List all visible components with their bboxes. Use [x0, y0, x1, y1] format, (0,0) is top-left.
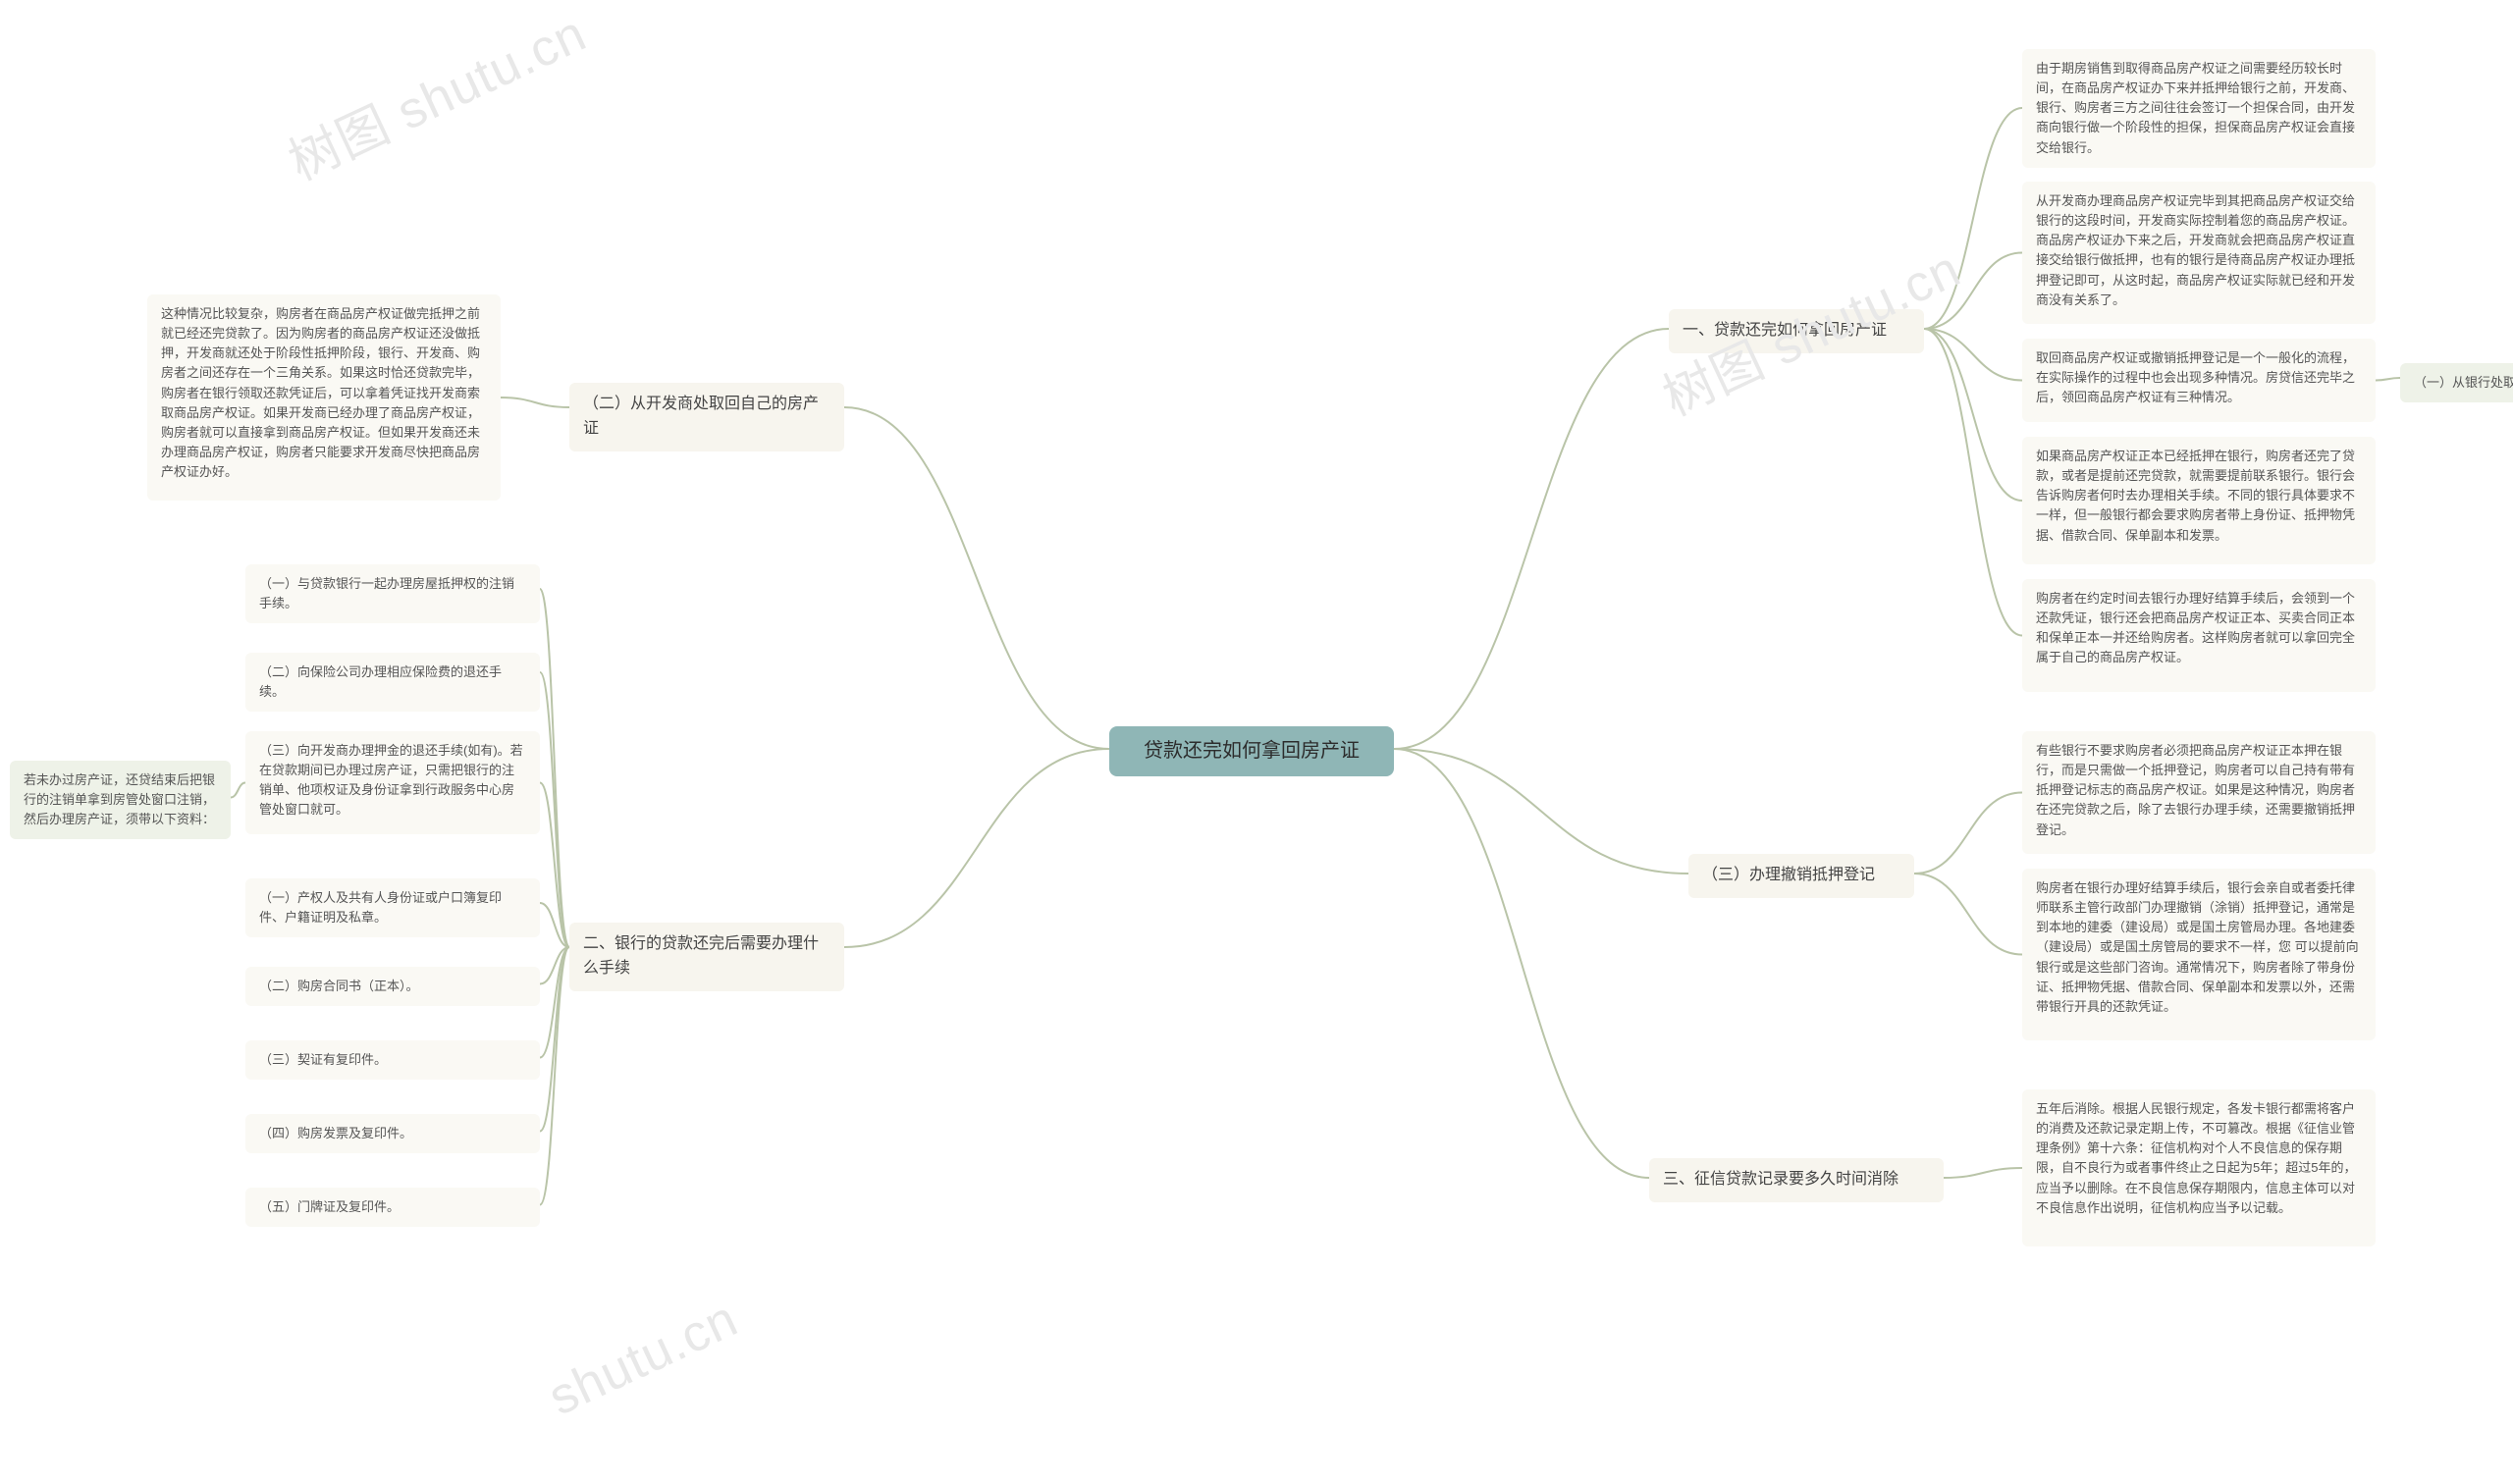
tag-node: 若未办过房产证，还贷结束后把银行的注销单拿到房管处窗口注销，然后办理房产证，须带… — [10, 761, 231, 839]
leaf-node: 购房者在约定时间去银行办理好结算手续后，会领到一个还款凭证，银行还会把商品房产权… — [2022, 579, 2376, 692]
watermark: shutu.cn — [540, 1290, 747, 1428]
branch-node: 一、贷款还完如何拿回房产证 — [1669, 309, 1924, 353]
branch-node: 二、银行的贷款还完后需要办理什么手续 — [569, 923, 844, 991]
branch-node: （三）办理撤销抵押登记 — [1688, 854, 1914, 898]
branch-node: （二）从开发商处取回自己的房产证 — [569, 383, 844, 451]
leaf-node: （五）门牌证及复印件。 — [245, 1188, 540, 1227]
leaf-node: 这种情况比较复杂，购房者在商品房产权证做完抵押之前就已经还完贷款了。因为购房者的… — [147, 294, 501, 501]
leaf-node: （一）与贷款银行一起办理房屋抵押权的注销手续。 — [245, 564, 540, 623]
watermark: 树图 shutu.cn — [275, 0, 596, 194]
leaf-node: （一）产权人及共有人身份证或户口簿复印件、户籍证明及私章。 — [245, 878, 540, 937]
leaf-node: 如果商品房产权证正本已经抵押在银行，购房者还完了贷款，或者是提前还完贷款，就需要… — [2022, 437, 2376, 564]
tag-node: （一）从银行处取回自己的房产证 — [2400, 363, 2513, 402]
leaf-node: 五年后消除。根据人民银行规定，各发卡银行都需将客户的消费及还款记录定期上传，不可… — [2022, 1089, 2376, 1246]
branch-node: 三、征信贷款记录要多久时间消除 — [1649, 1158, 1944, 1202]
leaf-node: （三）契证有复印件。 — [245, 1040, 540, 1080]
leaf-node: （三）向开发商办理押金的退还手续(如有)。若在贷款期间已办理过房产证，只需把银行… — [245, 731, 540, 834]
leaf-node: 有些银行不要求购房者必须把商品房产权证正本押在银行，而是只需做一个抵押登记，购房… — [2022, 731, 2376, 854]
leaf-node: 购房者在银行办理好结算手续后，银行会亲自或者委托律师联系主管行政部门办理撤销（涂… — [2022, 869, 2376, 1040]
center-node: 贷款还完如何拿回房产证 — [1109, 726, 1394, 776]
leaf-node: 由于期房销售到取得商品房产权证之间需要经历较长时间，在商品房产权证办下来并抵押给… — [2022, 49, 2376, 168]
leaf-node: （四）购房发票及复印件。 — [245, 1114, 540, 1153]
leaf-node: （二）购房合同书（正本）。 — [245, 967, 540, 1006]
leaf-node: （二）向保险公司办理相应保险费的退还手续。 — [245, 653, 540, 712]
leaf-node: 从开发商办理商品房产权证完毕到其把商品房产权证交给银行的这段时间，开发商实际控制… — [2022, 182, 2376, 324]
leaf-node: 取回商品房产权证或撤销抵押登记是一个一般化的流程，在实际操作的过程中也会出现多种… — [2022, 339, 2376, 422]
